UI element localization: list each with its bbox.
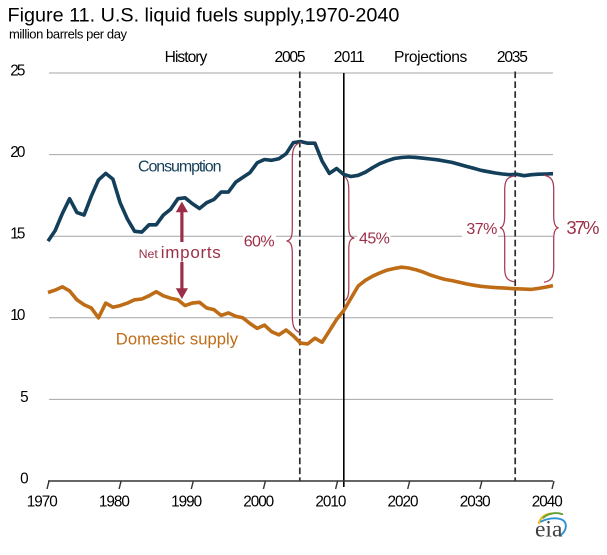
svg-text:15: 15 bbox=[10, 226, 25, 243]
svg-text:37%: 37% bbox=[466, 221, 497, 238]
svg-text:2011: 2011 bbox=[334, 49, 365, 66]
svg-text:2040: 2040 bbox=[532, 494, 563, 511]
svg-text:2020: 2020 bbox=[388, 494, 419, 511]
svg-text:History: History bbox=[165, 49, 208, 66]
svg-text:0: 0 bbox=[20, 470, 29, 487]
svg-text:imports: imports bbox=[161, 243, 221, 262]
svg-text:1980: 1980 bbox=[99, 494, 130, 511]
svg-text:25: 25 bbox=[10, 62, 25, 79]
svg-text:million barrels per day: million barrels per day bbox=[9, 27, 128, 42]
svg-text:20: 20 bbox=[10, 144, 25, 161]
svg-text:5: 5 bbox=[20, 389, 29, 406]
svg-text:2005: 2005 bbox=[275, 49, 306, 66]
svg-text:2000: 2000 bbox=[243, 494, 274, 511]
svg-text:Net: Net bbox=[139, 247, 159, 261]
svg-text:Projections: Projections bbox=[394, 49, 468, 66]
svg-text:60%: 60% bbox=[244, 233, 275, 250]
svg-text:37%: 37% bbox=[566, 217, 599, 238]
svg-text:1990: 1990 bbox=[171, 494, 202, 511]
svg-text:2030: 2030 bbox=[460, 494, 491, 511]
svg-text:10: 10 bbox=[10, 307, 25, 324]
svg-text:2010: 2010 bbox=[315, 494, 346, 511]
svg-text:45%: 45% bbox=[359, 231, 390, 248]
svg-text:1970: 1970 bbox=[27, 494, 58, 511]
svg-text:Figure 11. U.S. liquid fuels s: Figure 11. U.S. liquid fuels supply,1970… bbox=[8, 5, 400, 27]
svg-text:Domestic supply: Domestic supply bbox=[116, 330, 239, 349]
svg-text:eia: eia bbox=[535, 517, 563, 543]
svg-text:2035: 2035 bbox=[497, 49, 528, 66]
svg-text:Consumption: Consumption bbox=[138, 159, 222, 176]
